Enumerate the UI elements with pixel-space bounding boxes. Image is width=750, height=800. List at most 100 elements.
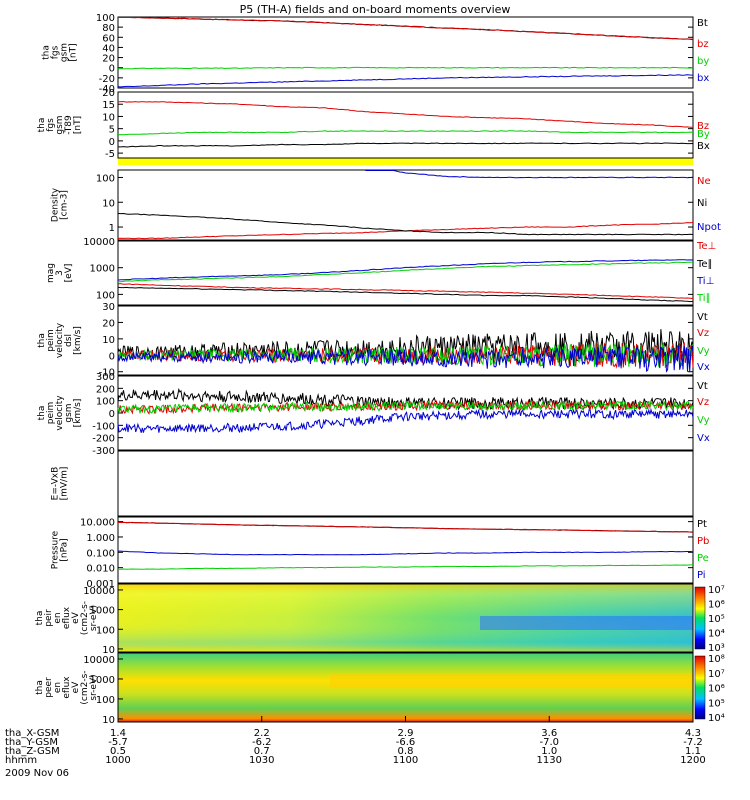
- spectrogram-1-ylabel-3: en: [53, 612, 63, 623]
- panel-frame-3: [117, 169, 694, 241]
- orbit-row-4-value-5: 1200: [680, 755, 705, 766]
- panel-1-legend-1: Bt: [697, 18, 708, 29]
- panel-4-legend-2: Te∥: [696, 259, 713, 270]
- panel-6-legend-3: Vy: [697, 415, 710, 426]
- panel-2-series-Bx: [118, 142, 694, 148]
- panel-1-ytick-label-2: 80: [102, 23, 115, 34]
- panel-3-ytick-label-1: 100: [96, 173, 115, 184]
- colorbar-1: [694, 586, 706, 650]
- panel-2-ytick-label-2: 15: [102, 100, 115, 111]
- spectrogram-2-ylabel-7: sr-eV): [89, 674, 99, 700]
- orbit-row-3-value-1: 0.5: [110, 746, 126, 757]
- spectrogram-2-ylabel-6: (cm2-s-: [80, 670, 90, 704]
- panel-6-legend-4: Vx: [697, 433, 710, 444]
- panel-5-legend-1: Vt: [697, 312, 708, 323]
- panel-4-ylabel-3: [eV]: [64, 264, 74, 283]
- panel-4-ylabel-2: 3: [55, 270, 65, 276]
- panel-2-ylabel-5: [nT]: [73, 116, 83, 134]
- orbit-row-4-value-1: 1000: [105, 755, 130, 766]
- panel-3-series-Npot: [365, 170, 694, 179]
- spectrogram-2-ytick-label-1: 10000: [83, 655, 115, 666]
- panel-3-legend-1: Ne: [697, 176, 711, 187]
- panel-5-series-Vt: [117, 329, 694, 363]
- panel-6-ylabel-3: velocity: [55, 395, 65, 431]
- spectrogram-1-ylabel-6: (cm2-s-: [80, 601, 90, 635]
- panel-1-ylabel-4: [nT]: [69, 43, 79, 61]
- orbit-row-1-value-5: 4.3: [685, 728, 701, 739]
- orbit-row-1-value-3: 2.9: [398, 728, 414, 739]
- panel-3-ytick-label-3: 1: [109, 223, 115, 234]
- panel-4-legend-3: Ti⊥: [696, 276, 714, 287]
- orbit-row-4-value-2: 1030: [249, 755, 274, 766]
- spectrogram-1-ytick-label-2: 1000: [90, 606, 115, 617]
- panel-8-ylabel-2: [nPa]: [60, 538, 70, 561]
- orbit-row-3-value-4: 1.0: [541, 746, 557, 757]
- panel-4-legend-1: Te⊥: [696, 241, 716, 252]
- spectrogram-2-ytick-label-4: 10: [102, 715, 115, 726]
- panel-8-ylabel-1: Pressure: [51, 530, 61, 569]
- orbit-row-label-1: tha_X-GSM: [5, 728, 59, 739]
- spectrogram-2-band: [330, 673, 693, 687]
- panel-1-ytick-label-7: -20: [99, 74, 115, 85]
- panel-4-series-Te∥: [117, 286, 694, 303]
- panel-6-ytick-label-7: -300: [92, 446, 115, 457]
- colorbar-1-tick-4: 10⁶: [708, 600, 725, 611]
- panel-8-ytick-label-4: 0.010: [86, 564, 115, 575]
- orbit-row-label-2: tha_Y-GSM: [5, 737, 58, 748]
- panel-4-ytick-label-1: 10000: [83, 237, 115, 248]
- spectrogram-2-ytick-label-3: 100: [96, 695, 115, 706]
- panel-5-ylabel-2: peim: [46, 329, 56, 352]
- spectrogram-1-frame: [117, 583, 694, 653]
- panel-1-ylabel-3: gsm: [60, 43, 70, 62]
- panel-4-series-Ti∥: [118, 261, 694, 283]
- panel-1-ytick-label-3: 60: [102, 33, 115, 44]
- chart-title: P5 (TH-A) fields and on-board moments ov…: [240, 3, 511, 16]
- spectrogram-1-ytick-label-3: 100: [96, 625, 115, 636]
- panel-1-ytick-label-5: 20: [102, 54, 115, 65]
- orbit-row-label-4: hhmm: [5, 755, 37, 766]
- colorbar-1-tick-2: 10⁴: [708, 629, 725, 640]
- panel-frame-1: [117, 16, 694, 89]
- yellow-band: [118, 158, 693, 165]
- panel-1-legend-3: by: [697, 56, 709, 67]
- spectrogram-2: [118, 653, 693, 722]
- panel-6-ytick-label-4: 0: [109, 409, 115, 420]
- panel-8-legend-2: Pb: [697, 536, 709, 547]
- panel-4-ylabel-1: mag: [46, 263, 56, 283]
- panel-1-ytick-label-1: 100: [96, 13, 115, 24]
- panel-1-ytick-label-4: 40: [102, 43, 115, 54]
- panel-5-ytick-label-2: 20: [102, 318, 115, 329]
- panel-5-series-Vx: [117, 344, 694, 373]
- panel-1-ylabel-2: fgs: [51, 45, 61, 59]
- panel-3-legend-2: Ni: [697, 198, 707, 209]
- colorbar-1-tick-5: 10⁷: [708, 585, 725, 596]
- colorbar-2: [694, 655, 706, 720]
- panel-8-ytick-label-5: 0.001: [86, 579, 115, 590]
- panel-8-series-Pe: [118, 564, 693, 570]
- panel-5-ylabel-5: [km/s]: [73, 326, 83, 355]
- panel-6-series-Vx: [117, 407, 694, 434]
- panel-6-ylabel-1: tha: [37, 406, 47, 421]
- panel-3-legend-3: Npot: [697, 222, 721, 233]
- panel-3-series-Ni: [117, 212, 694, 236]
- panel-frame-7: [117, 450, 694, 517]
- panel-5-ylabel-4: dsl: [64, 334, 74, 347]
- panel-7-ylabel-2: [mV/m]: [60, 467, 70, 501]
- spectrogram-1-ylabel-2: peir: [44, 609, 54, 627]
- panel-frame-6: [117, 375, 694, 451]
- panel-2-ytick-label-6: -5: [105, 149, 115, 160]
- panel-5-legend-3: Vy: [697, 346, 710, 357]
- panel-frame-5: [117, 305, 694, 376]
- panel-5-ylabel-3: velocity: [55, 322, 65, 358]
- panel-6-ytick-label-3: 100: [96, 397, 115, 408]
- panel-5-legend-4: Vx: [697, 362, 710, 373]
- panel-4-series-Ti⊥: [117, 259, 694, 281]
- panel-1-legend-2: bz: [697, 39, 709, 50]
- panel-7-ylabel-1: E=-VxB: [51, 467, 61, 501]
- spectrogram-2-ylabel-3: en: [53, 682, 63, 693]
- spectrogram-2-ylabel-2: peer: [44, 677, 54, 698]
- panel-8-ytick-label-1: 10.000: [80, 518, 115, 529]
- panel-2-legend-3: Bx: [697, 141, 710, 152]
- panel-1-series-bz: [118, 16, 694, 40]
- panel-2-ytick-label-5: 0: [109, 137, 115, 148]
